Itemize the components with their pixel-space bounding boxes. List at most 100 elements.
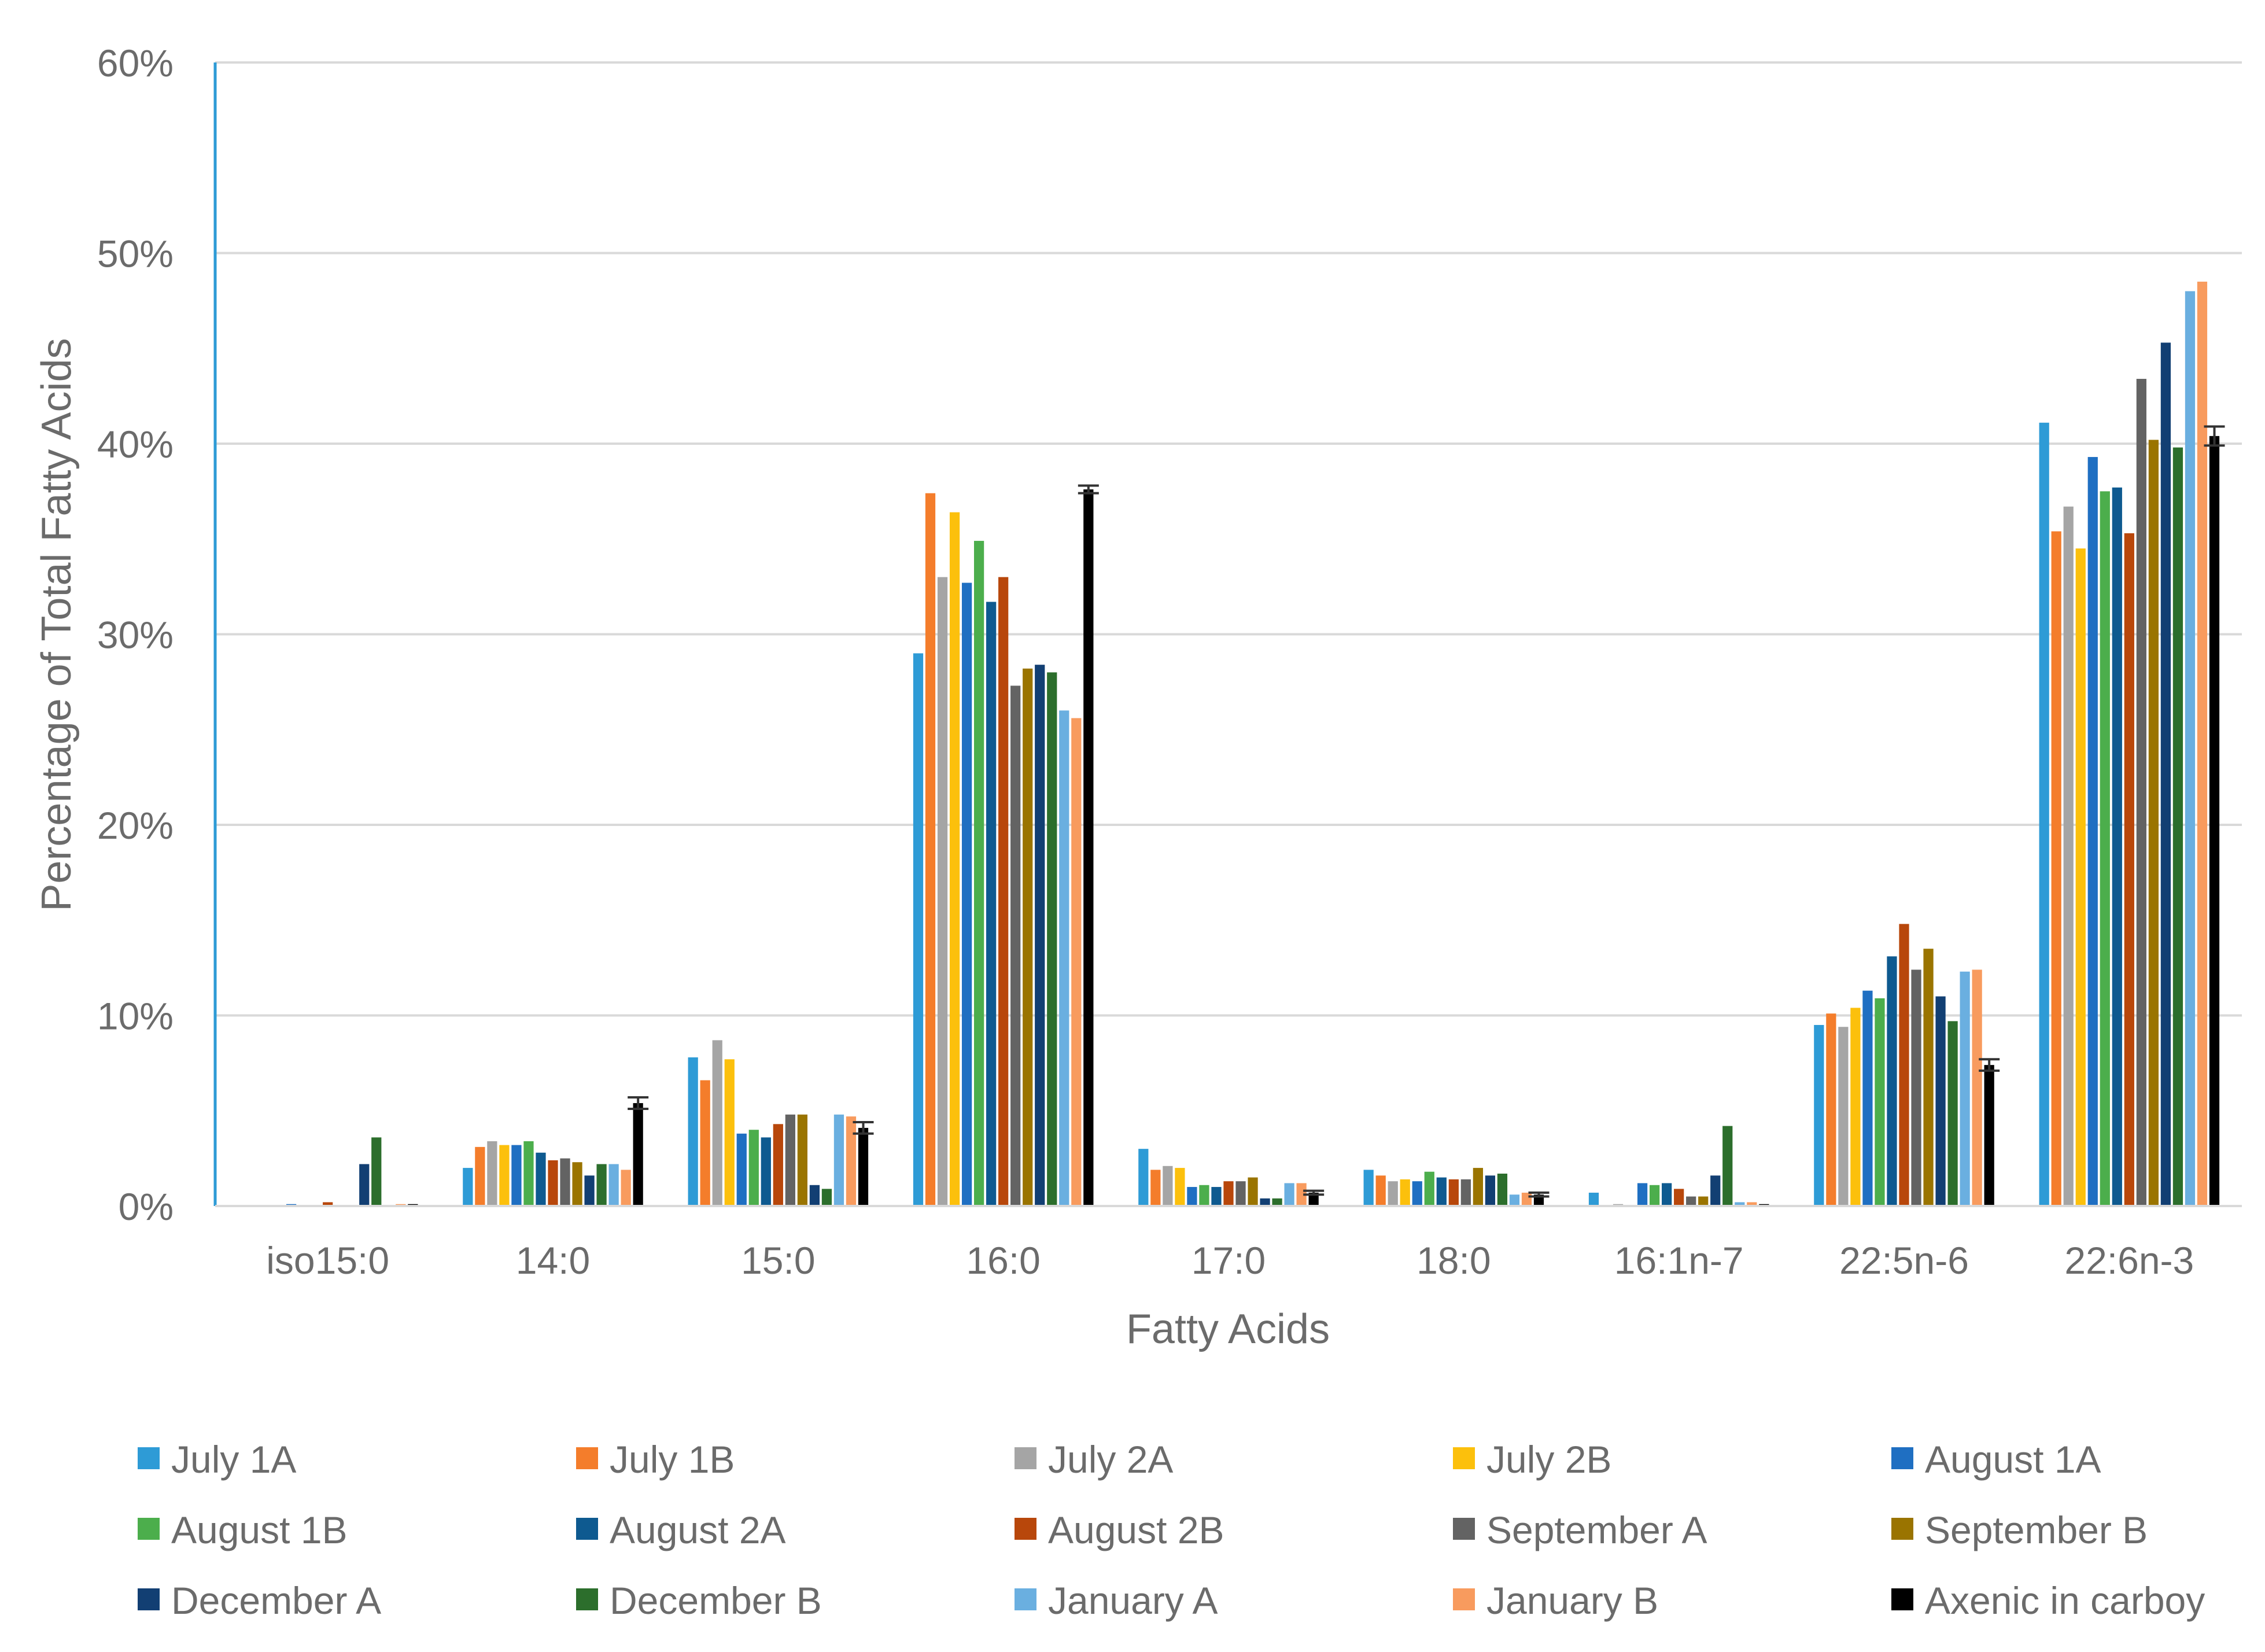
bar: [584, 1175, 595, 1206]
bar: [1710, 1175, 1721, 1206]
legend-swatch: [1015, 1518, 1036, 1540]
bar: [1460, 1179, 1471, 1206]
legend-label: July 1B: [610, 1438, 735, 1481]
bar: [1448, 1179, 1459, 1206]
bar: [633, 1103, 643, 1206]
legend-label: December B: [610, 1579, 822, 1622]
bar: [688, 1057, 698, 1206]
bar: [463, 1168, 473, 1206]
bar: [736, 1133, 747, 1206]
bar: [1023, 668, 1033, 1206]
bar: [961, 582, 972, 1207]
bar: [724, 1059, 735, 1206]
bar: [608, 1164, 619, 1206]
legend-item: August 2B: [1015, 1509, 1224, 1551]
bar: [1187, 1187, 1197, 1206]
y-tick-label: 30%: [97, 614, 174, 657]
bar: [2148, 440, 2159, 1207]
legend-label: Axenic in carboy: [1925, 1579, 2205, 1622]
bar: [1412, 1181, 1422, 1206]
bar: [1163, 1166, 1173, 1206]
legend-item: January B: [1453, 1579, 1658, 1622]
legend-label: August 2A: [610, 1509, 786, 1551]
legend-swatch: [138, 1518, 160, 1540]
bar: [2039, 422, 2049, 1206]
bar: [323, 1202, 333, 1206]
bar: [2136, 378, 2146, 1206]
y-tick-label: 0%: [119, 1185, 174, 1228]
bar: [1083, 489, 1094, 1206]
bar: [1826, 1013, 1836, 1206]
bar: [1199, 1185, 1209, 1206]
bar: [1047, 672, 1057, 1206]
bar: [1223, 1181, 1234, 1206]
legend-swatch: [576, 1447, 598, 1469]
bar: [1235, 1181, 1246, 1206]
bar: [797, 1114, 808, 1206]
bar: [761, 1137, 771, 1206]
legend-swatch: [1891, 1447, 1913, 1469]
bar: [523, 1141, 534, 1206]
bar: [821, 1189, 832, 1206]
bar: [1497, 1173, 1508, 1206]
bar: [1935, 996, 1946, 1206]
bar: [560, 1158, 570, 1206]
bar: [2185, 291, 2196, 1206]
bar: [846, 1116, 857, 1206]
bars: [286, 281, 2220, 1207]
legend-label: August 1A: [1925, 1438, 2101, 1481]
legend-label: December A: [171, 1579, 381, 1622]
bar: [1984, 1065, 1994, 1206]
bar: [359, 1164, 370, 1206]
legend-swatch: [1453, 1447, 1475, 1469]
legend-item: August 1A: [1891, 1438, 2101, 1481]
bar: [1248, 1177, 1258, 1206]
bar: [1175, 1168, 1185, 1206]
legend-item: July 2B: [1453, 1438, 1611, 1481]
bar: [1923, 949, 1934, 1206]
bar: [487, 1141, 497, 1206]
error-bars: [628, 425, 2225, 1198]
legend-item: December A: [138, 1579, 381, 1622]
bar: [1138, 1149, 1149, 1206]
bar: [700, 1080, 710, 1206]
bar: [1059, 710, 1069, 1206]
bar: [1722, 1126, 1733, 1206]
x-tick-label: 14:0: [516, 1239, 590, 1282]
legend-swatch: [1453, 1518, 1475, 1540]
bar: [1308, 1192, 1319, 1206]
y-axis-tick-labels: 0% 10% 20% 30% 40% 50% 60%: [97, 42, 174, 1228]
legend-label: September A: [1486, 1509, 1707, 1551]
bar: [1814, 1024, 1824, 1206]
x-tick-label: iso15:0: [266, 1239, 389, 1282]
x-tick-label: 22:6n-3: [2064, 1239, 2194, 1282]
y-tick-label: 20%: [97, 804, 174, 847]
bar: [1637, 1183, 1648, 1206]
bar: [1899, 924, 1909, 1206]
bar: [511, 1145, 522, 1206]
legend-item: August 1B: [138, 1509, 348, 1551]
bar: [1674, 1189, 1684, 1206]
legend-item: Axenic in carboy: [1891, 1579, 2205, 1622]
legend: July 1A July 1B July 2A July 2B August 1A Aug…: [138, 1438, 2205, 1622]
y-tick-label: 60%: [97, 42, 174, 84]
bar: [925, 493, 936, 1207]
bar: [986, 602, 997, 1206]
legend-swatch: [1453, 1588, 1475, 1610]
bar: [2197, 281, 2208, 1206]
legend-swatch: [1015, 1588, 1036, 1610]
legend-label: January A: [1048, 1579, 1218, 1622]
bar: [1960, 971, 1970, 1206]
bar: [1150, 1170, 1161, 1206]
bar: [1947, 1021, 1958, 1206]
bar: [1436, 1177, 1447, 1206]
bar: [2075, 548, 2086, 1206]
bar: [1747, 1202, 1757, 1206]
x-tick-label: 22:5n-6: [1839, 1239, 1969, 1282]
legend-item: July 1B: [576, 1438, 735, 1481]
bar: [1887, 956, 1897, 1206]
bar: [1850, 1008, 1861, 1206]
bar: [536, 1152, 546, 1206]
bar: [1875, 998, 1885, 1206]
y-tick-label: 10%: [97, 995, 174, 1038]
